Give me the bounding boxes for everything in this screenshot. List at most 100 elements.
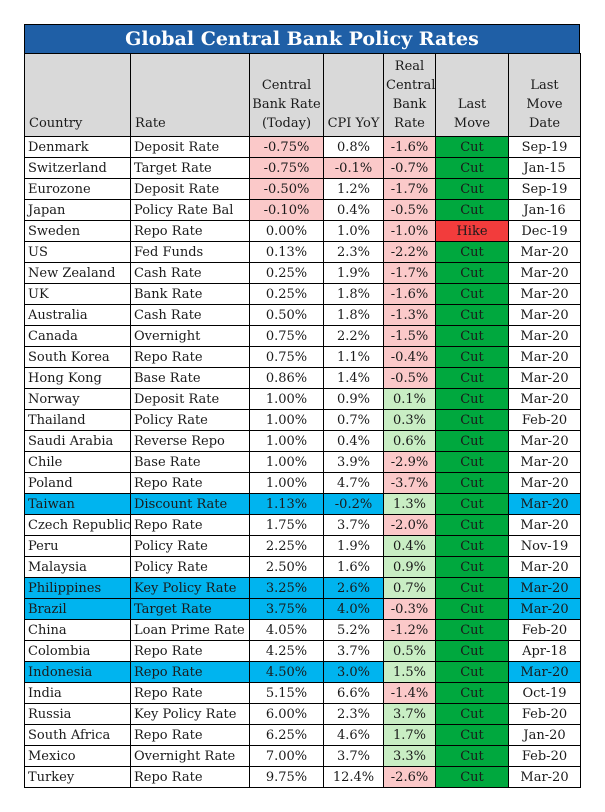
cell-real-rate: 0.9% xyxy=(383,556,436,578)
header-last-move-date: Last Move Date xyxy=(508,53,581,137)
cell-central-bank-rate: 0.75% xyxy=(249,325,324,347)
cell-last-move: Cut xyxy=(435,367,509,389)
cell-cpi-yoy: 1.9% xyxy=(323,262,384,284)
cell-central-bank-rate: 0.25% xyxy=(249,283,324,305)
cell-country: Indonesia xyxy=(24,661,131,683)
cell-real-rate: -2.6% xyxy=(383,766,436,788)
cell-last-move-date: Mar-20 xyxy=(508,346,581,368)
cell-cpi-yoy: 1.4% xyxy=(323,367,384,389)
cell-central-bank-rate: 0.75% xyxy=(249,346,324,368)
table-row: Sweden Repo Rate 0.00% 1.0% -1.0% Hike Dec-19 xyxy=(24,220,581,242)
cell-last-move: Cut xyxy=(435,283,509,305)
cell-real-rate: -1.5% xyxy=(383,325,436,347)
cell-real-rate: 0.4% xyxy=(383,535,436,557)
cell-rate: Base Rate xyxy=(130,367,250,389)
table-row: Poland Repo Rate 1.00% 4.7% -3.7% Cut Mar-20 xyxy=(24,472,581,494)
cell-real-rate: -1.3% xyxy=(383,304,436,326)
table-row: Czech Republic Repo Rate 1.75% 3.7% -2.0% Cut… xyxy=(24,514,581,536)
cell-last-move-date: Mar-20 xyxy=(508,430,581,452)
cell-last-move-date: Mar-20 xyxy=(508,472,581,494)
cell-rate: Policy Rate Bal xyxy=(130,199,250,221)
cell-central-bank-rate: 1.00% xyxy=(249,409,324,431)
policy-rates-sheet: Global Central Bank Policy Rates Country… xyxy=(24,24,581,788)
cell-real-rate: -2.2% xyxy=(383,241,436,263)
table-row: Japan Policy Rate Bal -0.10% 0.4% -0.5% Cut Ja… xyxy=(24,199,581,221)
cell-real-rate: 0.7% xyxy=(383,577,436,599)
cell-central-bank-rate: 1.00% xyxy=(249,388,324,410)
cell-last-move: Cut xyxy=(435,703,509,725)
cell-cpi-yoy: 12.4% xyxy=(323,766,384,788)
cell-real-rate: -1.6% xyxy=(383,283,436,305)
cell-central-bank-rate: 0.25% xyxy=(249,262,324,284)
cell-country: Switzerland xyxy=(24,157,131,179)
table-row: Hong Kong Base Rate 0.86% 1.4% -0.5% Cut Mar-2… xyxy=(24,367,581,389)
cell-rate: Loan Prime Rate xyxy=(130,619,250,641)
table-row: Saudi Arabia Reverse Repo 1.00% 0.4% 0.6% Cut… xyxy=(24,430,581,452)
cell-country: India xyxy=(24,682,131,704)
cell-last-move: Cut xyxy=(435,262,509,284)
cell-central-bank-rate: 1.75% xyxy=(249,514,324,536)
cell-cpi-yoy: 6.6% xyxy=(323,682,384,704)
cell-last-move-date: Apr-18 xyxy=(508,640,581,662)
cell-cpi-yoy: 0.9% xyxy=(323,388,384,410)
table-row: Thailand Policy Rate 1.00% 0.7% 0.3% Cut Feb-2… xyxy=(24,409,581,431)
cell-rate: Repo Rate xyxy=(130,724,250,746)
table-row: South Korea Repo Rate 0.75% 1.1% -0.4% Cut Mar… xyxy=(24,346,581,368)
cell-cpi-yoy: 4.7% xyxy=(323,472,384,494)
table-row: Philippines Key Policy Rate 3.25% 2.6% 0.7% C… xyxy=(24,577,581,599)
cell-central-bank-rate: 1.00% xyxy=(249,430,324,452)
cell-cpi-yoy: 2.2% xyxy=(323,325,384,347)
cell-rate: Repo Rate xyxy=(130,514,250,536)
cell-last-move-date: Sep-19 xyxy=(508,136,581,158)
cell-cpi-yoy: 0.7% xyxy=(323,409,384,431)
policy-rates-table: Country Rate Central Bank Rate (Today) C… xyxy=(24,53,581,788)
cell-last-move-date: Mar-20 xyxy=(508,766,581,788)
cell-real-rate: 0.6% xyxy=(383,430,436,452)
cell-last-move-date: Sep-19 xyxy=(508,178,581,200)
cell-country: Canada xyxy=(24,325,131,347)
table-row: Indonesia Repo Rate 4.50% 3.0% 1.5% Cut Mar-20 xyxy=(24,661,581,683)
cell-central-bank-rate: 0.86% xyxy=(249,367,324,389)
cell-country: UK xyxy=(24,283,131,305)
cell-last-move: Cut xyxy=(435,514,509,536)
cell-rate: Reverse Repo xyxy=(130,430,250,452)
cell-last-move-date: Mar-20 xyxy=(508,241,581,263)
cell-cpi-yoy: 5.2% xyxy=(323,619,384,641)
cell-country: US xyxy=(24,241,131,263)
cell-real-rate: -1.0% xyxy=(383,220,436,242)
header-country: Country xyxy=(24,53,131,137)
cell-central-bank-rate: -0.10% xyxy=(249,199,324,221)
cell-last-move: Cut xyxy=(435,661,509,683)
table-row: US Fed Funds 0.13% 2.3% -2.2% Cut Mar-20 xyxy=(24,241,581,263)
cell-real-rate: -0.4% xyxy=(383,346,436,368)
cell-cpi-yoy: 4.0% xyxy=(323,598,384,620)
table-row: Switzerland Target Rate -0.75% -0.1% -0.7% Cu… xyxy=(24,157,581,179)
cell-rate: Repo Rate xyxy=(130,346,250,368)
cell-country: Chile xyxy=(24,451,131,473)
table-row: Chile Base Rate 1.00% 3.9% -2.9% Cut Mar-20 xyxy=(24,451,581,473)
header-central-bank-rate: Central Bank Rate (Today) xyxy=(249,53,324,137)
cell-real-rate: -0.5% xyxy=(383,199,436,221)
cell-last-move-date: Nov-19 xyxy=(508,535,581,557)
cell-rate: Overnight Rate xyxy=(130,745,250,767)
cell-last-move-date: Mar-20 xyxy=(508,325,581,347)
cell-last-move-date: Feb-20 xyxy=(508,703,581,725)
cell-last-move-date: Mar-20 xyxy=(508,577,581,599)
cell-last-move: Cut xyxy=(435,430,509,452)
cell-country: Russia xyxy=(24,703,131,725)
cell-rate: Base Rate xyxy=(130,451,250,473)
cell-last-move-date: Mar-20 xyxy=(508,262,581,284)
cell-central-bank-rate: 7.00% xyxy=(249,745,324,767)
cell-central-bank-rate: 2.50% xyxy=(249,556,324,578)
cell-country: Mexico xyxy=(24,745,131,767)
cell-last-move-date: Feb-20 xyxy=(508,619,581,641)
cell-last-move-date: Jan-16 xyxy=(508,199,581,221)
table-row: Eurozone Deposit Rate -0.50% 1.2% -1.7% Cut Se… xyxy=(24,178,581,200)
cell-last-move-date: Mar-20 xyxy=(508,367,581,389)
cell-real-rate: 0.1% xyxy=(383,388,436,410)
cell-last-move: Cut xyxy=(435,766,509,788)
cell-last-move: Cut xyxy=(435,304,509,326)
cell-real-rate: -1.2% xyxy=(383,619,436,641)
header-rate: Rate xyxy=(130,53,250,137)
cell-country: Saudi Arabia xyxy=(24,430,131,452)
